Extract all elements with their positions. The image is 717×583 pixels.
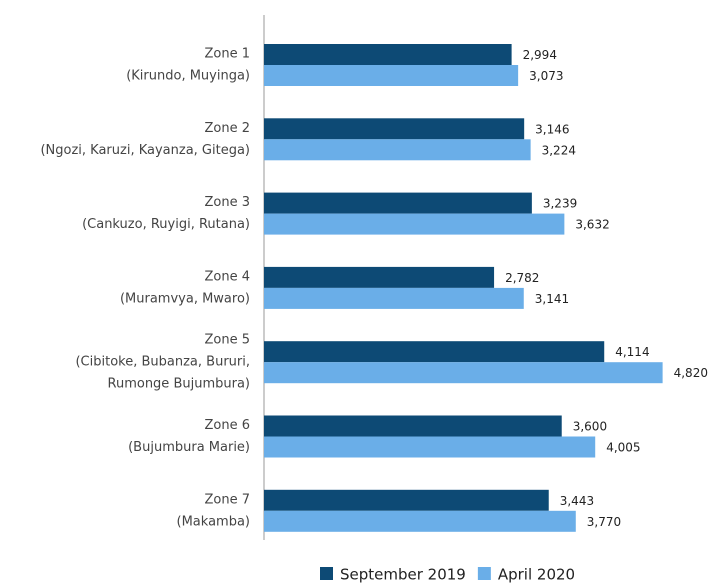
data-label: 3,146: [535, 122, 569, 136]
bar: [264, 213, 565, 235]
data-label: 3,632: [575, 218, 609, 232]
bar: [264, 436, 596, 458]
y-tick-label: (Muramvya, Mwaro): [120, 291, 250, 306]
bar: [264, 118, 525, 140]
bar: [264, 362, 663, 384]
data-label: 3,141: [535, 292, 569, 306]
data-label: 3,443: [560, 494, 594, 508]
data-label: 2,994: [523, 48, 557, 62]
y-tick-label: Zone 7: [205, 492, 251, 507]
y-tick-label: (Makamba): [177, 514, 250, 529]
data-label: 3,224: [542, 143, 576, 157]
bar: [264, 192, 532, 214]
y-tick-label: Zone 1: [205, 47, 251, 62]
legend-swatch: [320, 567, 333, 580]
bar: [264, 489, 549, 511]
bar: [264, 139, 531, 161]
data-label: 4,114: [615, 345, 649, 359]
data-label: 4,005: [606, 441, 640, 455]
bar: [264, 266, 495, 288]
y-tick-label: Zone 5: [205, 333, 251, 348]
y-tick-label: Zone 2: [205, 121, 251, 136]
y-tick-label: Zone 4: [205, 269, 251, 284]
bar: [264, 65, 519, 86]
y-tick-label: (Ngozi, Karuzi, Kayanza, Gitega): [40, 143, 250, 158]
bar: [264, 510, 576, 532]
bar: [264, 44, 512, 65]
data-label: 3,770: [587, 515, 621, 529]
y-tick-label: Rumonge Bujumbura): [108, 377, 250, 392]
legend-label: April 2020: [498, 566, 575, 583]
y-tick-label: (Cibitoke, Bubanza, Bururi,: [75, 355, 250, 370]
bar: [264, 341, 605, 363]
data-label: 3,073: [529, 69, 563, 83]
y-tick-label: (Kirundo, Muyinga): [126, 69, 250, 84]
data-label: 3,600: [573, 420, 607, 434]
bar: [264, 287, 524, 309]
y-tick-label: Zone 6: [205, 418, 251, 433]
data-label: 4,820: [674, 366, 708, 380]
legend-swatch: [477, 567, 491, 580]
y-tick-label: (Cankuzo, Ruyigi, Rutana): [82, 217, 250, 232]
y-tick-label: (Bujumbura Marie): [128, 440, 250, 455]
data-label: 3,239: [543, 197, 577, 211]
data-label: 2,782: [505, 271, 539, 285]
bar: [264, 415, 562, 437]
y-tick-label: Zone 3: [205, 195, 251, 210]
legend-label: September 2019: [340, 566, 466, 583]
